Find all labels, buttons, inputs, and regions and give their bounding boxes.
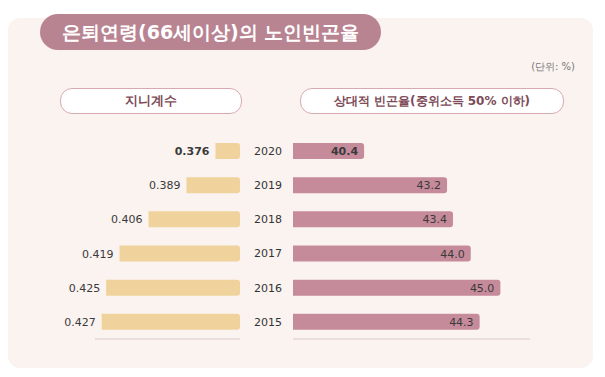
svg-text:0.425: 0.425 bbox=[69, 282, 101, 295]
html-text:지니계수: 지니계수 bbox=[125, 93, 177, 108]
svg-text:2015: 2015 bbox=[254, 316, 282, 329]
svg-text:0.376: 0.376 bbox=[175, 145, 210, 158]
html-text:상대적 빈곤율(중위소득 50% 이하): 상대적 빈곤율(중위소득 50% 이하) bbox=[333, 94, 531, 108]
svg-text:44.3: 44.3 bbox=[449, 316, 474, 329]
html-text:(단위: %): (단위: %) bbox=[531, 61, 575, 72]
svg-text:43.4: 43.4 bbox=[422, 213, 447, 226]
svg-text:0.419: 0.419 bbox=[82, 248, 114, 261]
svg-text:0.389: 0.389 bbox=[149, 179, 181, 192]
svg-text:44.0: 44.0 bbox=[440, 248, 465, 261]
svg-text:2017: 2017 bbox=[254, 247, 282, 260]
svg-text:40.4: 40.4 bbox=[331, 145, 358, 158]
svg-text:43.2: 43.2 bbox=[417, 179, 442, 192]
svg-text:45.0: 45.0 bbox=[470, 282, 495, 295]
svg-text:2018: 2018 bbox=[254, 213, 282, 226]
svg-text:2016: 2016 bbox=[254, 282, 282, 295]
html-text:은퇴연령(66세이상)의 노인빈곤율: 은퇴연령(66세이상)의 노인빈곤율 bbox=[62, 21, 360, 43]
svg-text:0.427: 0.427 bbox=[64, 316, 96, 329]
svg-text:2020: 2020 bbox=[254, 145, 282, 158]
svg-text:2019: 2019 bbox=[254, 179, 282, 192]
svg-text:0.406: 0.406 bbox=[111, 213, 143, 226]
